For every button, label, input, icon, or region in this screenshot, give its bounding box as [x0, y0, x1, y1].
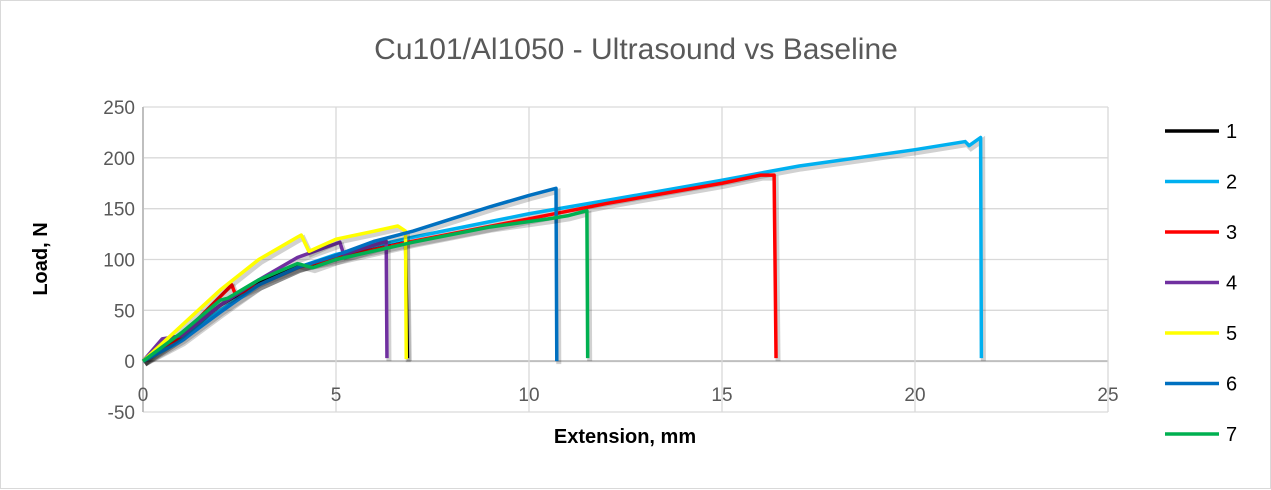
- chart-title: Cu101/Al1050 - Ultrasound vs Baseline: [374, 33, 898, 66]
- legend-label: 7: [1226, 424, 1237, 446]
- y-tick-label: 100: [103, 251, 135, 272]
- series-shadow: [143, 210, 593, 367]
- series-line-5: [141, 224, 409, 363]
- legend-label: 5: [1226, 323, 1237, 345]
- series-shadow: [143, 175, 781, 367]
- series-line-7: [141, 208, 590, 363]
- x-tick-label: 20: [904, 385, 925, 406]
- legend-label: 6: [1226, 374, 1237, 396]
- y-tick-label: 50: [114, 301, 135, 322]
- series-line-4: [141, 239, 389, 363]
- x-tick-label: 25: [1097, 385, 1118, 406]
- x-tick-label: 0: [138, 385, 149, 406]
- legend-label: 1: [1226, 121, 1237, 143]
- x-tick-label: 15: [711, 385, 732, 406]
- y-tick-label: -50: [108, 403, 135, 424]
- series-shadow: [143, 188, 562, 367]
- legend-label: 4: [1226, 273, 1237, 295]
- y-tick-label: 250: [103, 98, 135, 119]
- x-axis-label: Extension, mm: [554, 426, 696, 448]
- legend-label: 3: [1226, 222, 1237, 244]
- y-axis-label: Load, N: [30, 222, 52, 295]
- y-tick-label: 150: [103, 200, 135, 221]
- series-line-2: [142, 135, 984, 363]
- series-line-3: [142, 173, 778, 363]
- legend-label: 2: [1226, 172, 1237, 194]
- legend: 1 2 3 4 5 6 7: [1165, 121, 1237, 446]
- y-tick-label: 200: [103, 149, 135, 170]
- series-line-6: [142, 186, 559, 363]
- x-tick-label: 10: [518, 385, 539, 406]
- y-tick-label: 0: [124, 352, 135, 373]
- x-tick-label: 5: [331, 385, 342, 406]
